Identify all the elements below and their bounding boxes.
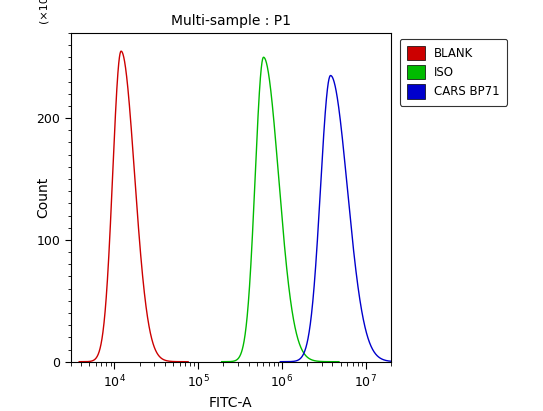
BLANK	[185, 359, 191, 364]
Legend: BLANK, ISO, CARS BP71: BLANK, ISO, CARS BP71	[400, 39, 507, 106]
BLANK	[76, 359, 83, 364]
ISO	[260, 55, 267, 60]
ISO	[287, 293, 293, 298]
Text: (×10¹): (×10¹)	[39, 0, 48, 23]
CARS BP71	[355, 286, 362, 291]
ISO	[336, 359, 342, 364]
ISO	[225, 359, 232, 364]
CARS BP71	[327, 73, 334, 78]
BLANK	[170, 359, 176, 364]
BLANK	[142, 300, 149, 305]
Text: Count: Count	[36, 177, 50, 218]
BLANK	[118, 48, 124, 53]
BLANK	[83, 359, 89, 364]
Line: CARS BP71: CARS BP71	[280, 76, 414, 362]
ISO	[218, 359, 225, 364]
ISO	[290, 314, 296, 319]
CARS BP71	[379, 357, 386, 362]
ISO	[293, 331, 300, 336]
CARS BP71	[358, 309, 365, 314]
ISO	[319, 359, 326, 364]
CARS BP71	[285, 359, 292, 364]
Line: BLANK: BLANK	[79, 51, 188, 362]
X-axis label: FITC-A: FITC-A	[209, 396, 252, 410]
CARS BP71	[277, 359, 283, 364]
BLANK	[146, 322, 152, 327]
CARS BP71	[363, 328, 369, 333]
BLANK	[140, 273, 146, 278]
Line: ISO: ISO	[222, 57, 339, 362]
CARS BP71	[411, 359, 418, 364]
BLANK	[159, 356, 165, 361]
CARS BP71	[393, 359, 399, 364]
Title: Multi-sample : P1: Multi-sample : P1	[171, 14, 291, 28]
ISO	[307, 357, 314, 362]
